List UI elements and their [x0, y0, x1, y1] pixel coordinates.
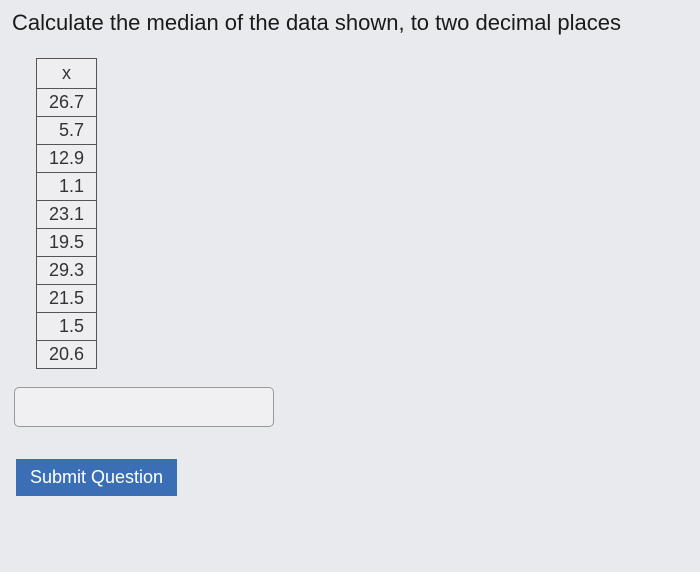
table-row: 19.5	[37, 229, 97, 257]
table-row: 12.9	[37, 145, 97, 173]
table-cell: 5.7	[37, 117, 97, 145]
table-row: 1.5	[37, 313, 97, 341]
table-cell: 26.7	[37, 89, 97, 117]
table-cell: 21.5	[37, 285, 97, 313]
table-row: 1.1	[37, 173, 97, 201]
data-table: x 26.7 5.7 12.9 1.1 23.1 19.5 29.3 21.5 …	[36, 58, 97, 369]
table-cell: 29.3	[37, 257, 97, 285]
table-cell: 1.5	[37, 313, 97, 341]
table-cell: 20.6	[37, 341, 97, 369]
table-body: 26.7 5.7 12.9 1.1 23.1 19.5 29.3 21.5 1.…	[37, 89, 97, 369]
table-row: 5.7	[37, 117, 97, 145]
table-cell: 12.9	[37, 145, 97, 173]
submit-question-button[interactable]: Submit Question	[16, 459, 177, 496]
table-row: 20.6	[37, 341, 97, 369]
table-row: 29.3	[37, 257, 97, 285]
table-row: 26.7	[37, 89, 97, 117]
table-cell: 19.5	[37, 229, 97, 257]
table-row: 23.1	[37, 201, 97, 229]
answer-input[interactable]	[14, 387, 274, 427]
table-cell: 1.1	[37, 173, 97, 201]
table-header-x: x	[37, 59, 97, 89]
table-cell: 23.1	[37, 201, 97, 229]
question-prompt: Calculate the median of the data shown, …	[12, 10, 688, 36]
table-row: 21.5	[37, 285, 97, 313]
